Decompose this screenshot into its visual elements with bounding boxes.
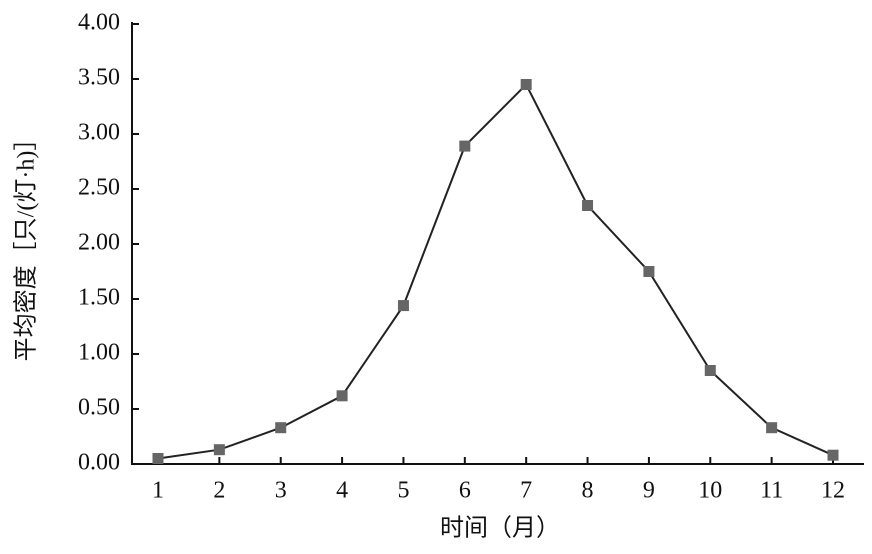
y-tick-label: 3.50 (78, 65, 120, 91)
data-point (397, 300, 409, 312)
y-tick-label: 2.00 (78, 230, 120, 256)
y-tick-label: 2.50 (78, 175, 120, 201)
data-point (152, 453, 164, 464)
data-point (213, 444, 225, 456)
x-tick-label: 8 (582, 478, 594, 504)
data-point (766, 422, 778, 434)
y-tick-label: 1.00 (78, 340, 120, 366)
data-point (582, 200, 594, 211)
x-tick-label: 10 (698, 478, 722, 504)
data-point (275, 422, 287, 434)
y-tick-label: 0.50 (78, 395, 120, 421)
y-tick-label: 3.00 (78, 120, 120, 146)
x-tick-label: 5 (397, 478, 409, 504)
data-point (704, 365, 716, 376)
y-tick-label: 0.00 (78, 450, 120, 476)
data-point (336, 390, 348, 402)
x-tick-label: 3 (275, 478, 287, 504)
data-point (643, 266, 655, 277)
x-tick-label: 12 (821, 478, 845, 504)
series-line (157, 82, 834, 460)
data-point (520, 79, 532, 90)
x-tick-label: 1 (152, 478, 164, 504)
y-tick-label: 1.50 (78, 285, 120, 311)
x-axis-label: 时间（月） (440, 515, 560, 542)
y-tick-label: 4.00 (78, 10, 120, 36)
data-point (459, 140, 471, 152)
x-tick-label: 11 (760, 478, 783, 504)
x-tick-label: 2 (213, 478, 225, 504)
x-tick-label: 7 (520, 478, 532, 504)
x-tick-label: 6 (459, 478, 471, 504)
y-axis-label: 平均密度［只/(灯·h)］ (13, 127, 40, 362)
x-tick-label: 4 (336, 478, 348, 504)
data-point (827, 449, 839, 461)
x-tick-label: 9 (643, 478, 655, 504)
